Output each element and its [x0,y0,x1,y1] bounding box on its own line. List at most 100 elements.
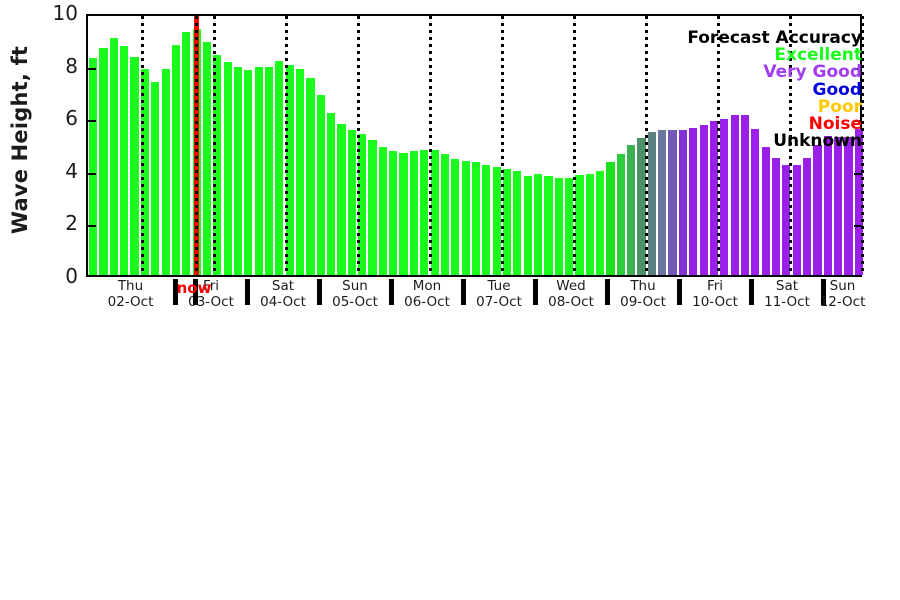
y-tick-label: 6 [65,106,78,131]
day-gridline [789,16,792,275]
bar [689,127,698,275]
bar [544,176,553,275]
y-tick-right [854,172,862,175]
bar [606,161,615,275]
bar [337,123,346,275]
bar [637,138,646,275]
x-axis-day-label: Sat 04-Oct [260,278,306,310]
bar [834,136,843,275]
y-tick-right [854,225,862,228]
bar [647,131,656,275]
bar [658,130,667,275]
day-separator [821,279,826,305]
day-gridline [213,16,216,275]
y-axis-title-text: Wave Height, ft [8,45,32,235]
bars-container [88,16,863,275]
bar [409,151,418,275]
bar [327,113,336,275]
bar [565,177,574,275]
bar [213,55,222,275]
y-tick-label: 0 [65,264,78,288]
bar [513,171,522,275]
x-axis-day-label: Tue 07-Oct [476,278,522,310]
bar [596,171,605,275]
bar [854,129,863,275]
bar [709,121,719,275]
day-separator [677,279,682,305]
y-tick-label: 4 [65,158,78,183]
now-separator [192,279,198,305]
bar [482,164,491,275]
bar [130,56,139,275]
y-axis-title: Wave Height, ft [0,0,40,280]
bar [347,130,356,275]
x-axis-day-label: Wed 08-Oct [548,278,594,310]
y-tick-left [88,225,96,228]
bar [99,47,108,275]
day-gridline [645,16,648,275]
y-tick-left [88,172,96,175]
bar [616,154,625,275]
now-label: now [176,279,212,297]
bar [264,67,274,275]
x-axis-day-label: Fri 03-Oct [188,278,234,310]
bar [275,60,284,275]
bar [782,164,791,275]
bar [492,167,501,275]
bar [161,68,170,275]
bar [502,168,512,275]
bar [720,118,729,275]
bar [740,114,750,275]
bar [668,130,677,275]
day-gridline [861,16,864,275]
bar [151,81,160,275]
bar [554,177,563,275]
x-axis-day-label: Mon 06-Oct [404,278,450,310]
bar [140,68,149,275]
bar [296,68,305,275]
bar [813,144,822,275]
bar [316,94,325,275]
x-axis-day-label: Sat 11-Oct [764,278,810,310]
bar [678,130,688,275]
bar [202,42,212,275]
bar [244,69,253,275]
day-gridline [501,16,504,275]
y-tick-right [854,67,862,70]
bar [771,157,781,275]
bar [306,77,315,275]
day-separator [389,279,394,305]
bar [523,176,532,275]
x-axis-day-label: Fri 10-Oct [692,278,738,310]
bar [254,67,263,275]
bar [233,67,243,275]
day-separator [317,279,322,305]
bar [699,125,708,275]
bar [751,129,760,275]
day-gridline [357,16,360,275]
day-separator [461,279,466,305]
x-axis-day-label: Thu 02-Oct [107,278,154,310]
bar [389,151,398,275]
bar [182,31,191,275]
x-axis-day-label: Thu 09-Oct [620,278,666,310]
bar [285,64,294,275]
day-separator [605,279,610,305]
bar [730,114,739,275]
day-separator [533,279,538,305]
bar [223,61,232,275]
x-axis-day-label: Sun 12-Oct [819,278,866,310]
y-tick-right [854,120,862,123]
bar [120,46,129,275]
bar [399,152,408,275]
bar [109,38,118,275]
bar [461,160,470,275]
y-tick-label: 8 [65,53,78,78]
bar [358,134,367,275]
bar [792,164,801,275]
x-axis: Thu 02-Oct Fri 03-Oct Sat 04-Oct Sun 05-Oct Mon 0… [86,277,866,319]
bar [585,173,594,275]
bar [171,44,181,275]
y-tick-left [88,67,96,70]
